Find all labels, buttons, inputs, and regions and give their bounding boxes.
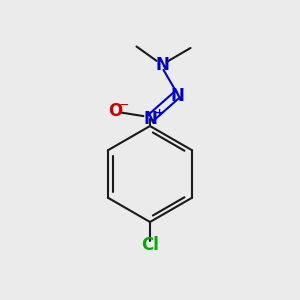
Text: Cl: Cl bbox=[141, 236, 159, 253]
Text: −: − bbox=[119, 99, 129, 112]
Text: +: + bbox=[154, 107, 164, 118]
Text: O: O bbox=[108, 102, 123, 120]
Text: N: N bbox=[143, 110, 157, 128]
Text: N: N bbox=[155, 56, 169, 74]
Text: N: N bbox=[170, 87, 184, 105]
